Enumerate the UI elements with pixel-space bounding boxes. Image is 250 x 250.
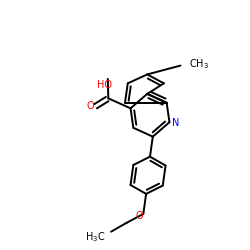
Text: O: O	[136, 210, 143, 220]
Text: CH$_3$: CH$_3$	[190, 57, 210, 71]
Text: N: N	[172, 118, 179, 128]
Text: O: O	[86, 100, 94, 110]
Text: H$_3$C: H$_3$C	[85, 230, 105, 244]
Text: HO: HO	[97, 80, 112, 90]
